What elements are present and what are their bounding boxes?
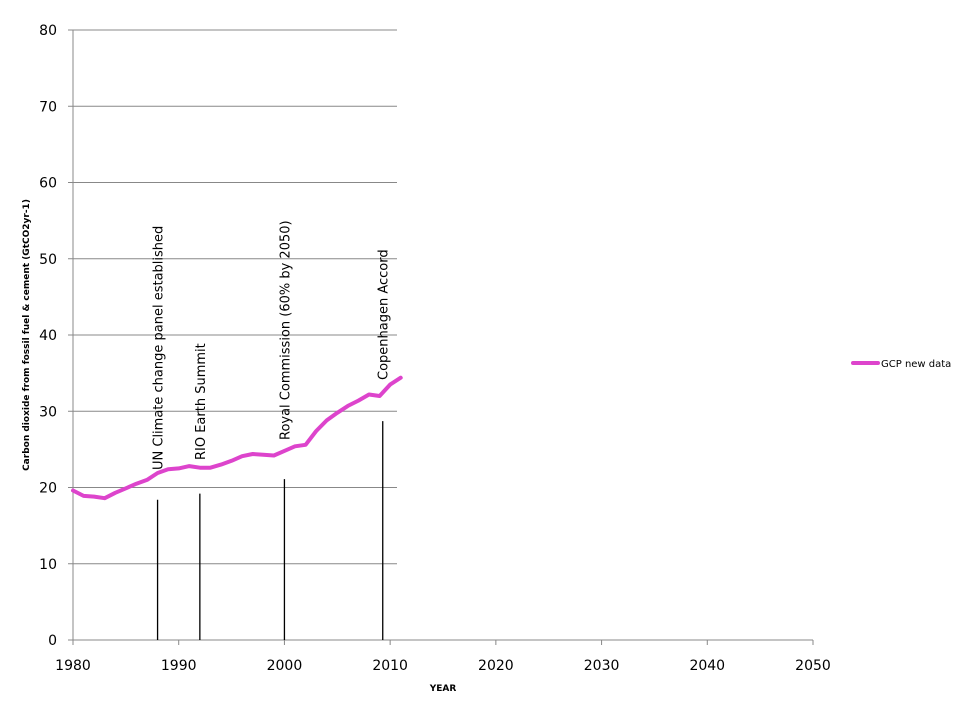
y-tick-label-50: 50 [39,252,57,268]
annotation-label-1: RIO Earth Summit [194,343,209,460]
annotation-label-0: UN Climate change panel established [152,226,167,470]
y-tick-label-10: 10 [39,557,57,573]
series-line-0 [71,375,403,501]
legend-label: GCP new data [881,359,951,370]
x-axis-title: YEAR [429,684,457,694]
series-lines [71,375,403,501]
x-tick-label-2020: 2020 [478,658,514,674]
y-tick-label-30: 30 [39,404,57,420]
x-tick-label-2010: 2010 [372,658,408,674]
y-tick-label-60: 60 [39,176,57,192]
x-axis-ticks: 1980 1990 2000 2010 2020 2030 2040 2050 [55,640,831,674]
y-tick-label-70: 70 [39,99,57,115]
y-tick-label-40: 40 [39,328,57,344]
annotation-label-2: Royal Commission (60% by 2050) [278,220,293,440]
x-tick-label-1980: 1980 [55,658,91,674]
y-axis-title: Carbon dioxide from fossil fuel & cement… [22,199,32,471]
x-tick-label-2040: 2040 [689,658,725,674]
legend: GCP new data [851,359,951,370]
gridlines [73,29,397,565]
y-axis-ticks: 0 10 20 30 40 50 60 70 80 [39,23,73,649]
y-tick-label-0: 0 [48,633,57,649]
x-tick-label-2050: 2050 [795,658,831,674]
y-tick-label-80: 80 [39,23,57,39]
x-tick-label-2030: 2030 [584,658,620,674]
x-tick-label-1990: 1990 [161,658,197,674]
annotation-markers [156,421,384,640]
y-tick-label-20: 20 [39,481,57,497]
annotation-label-3: Copenhagen Accord [377,249,392,380]
x-tick-label-2000: 2000 [267,658,303,674]
annotation-labels: UN Climate change panel established RIO E… [152,220,392,470]
